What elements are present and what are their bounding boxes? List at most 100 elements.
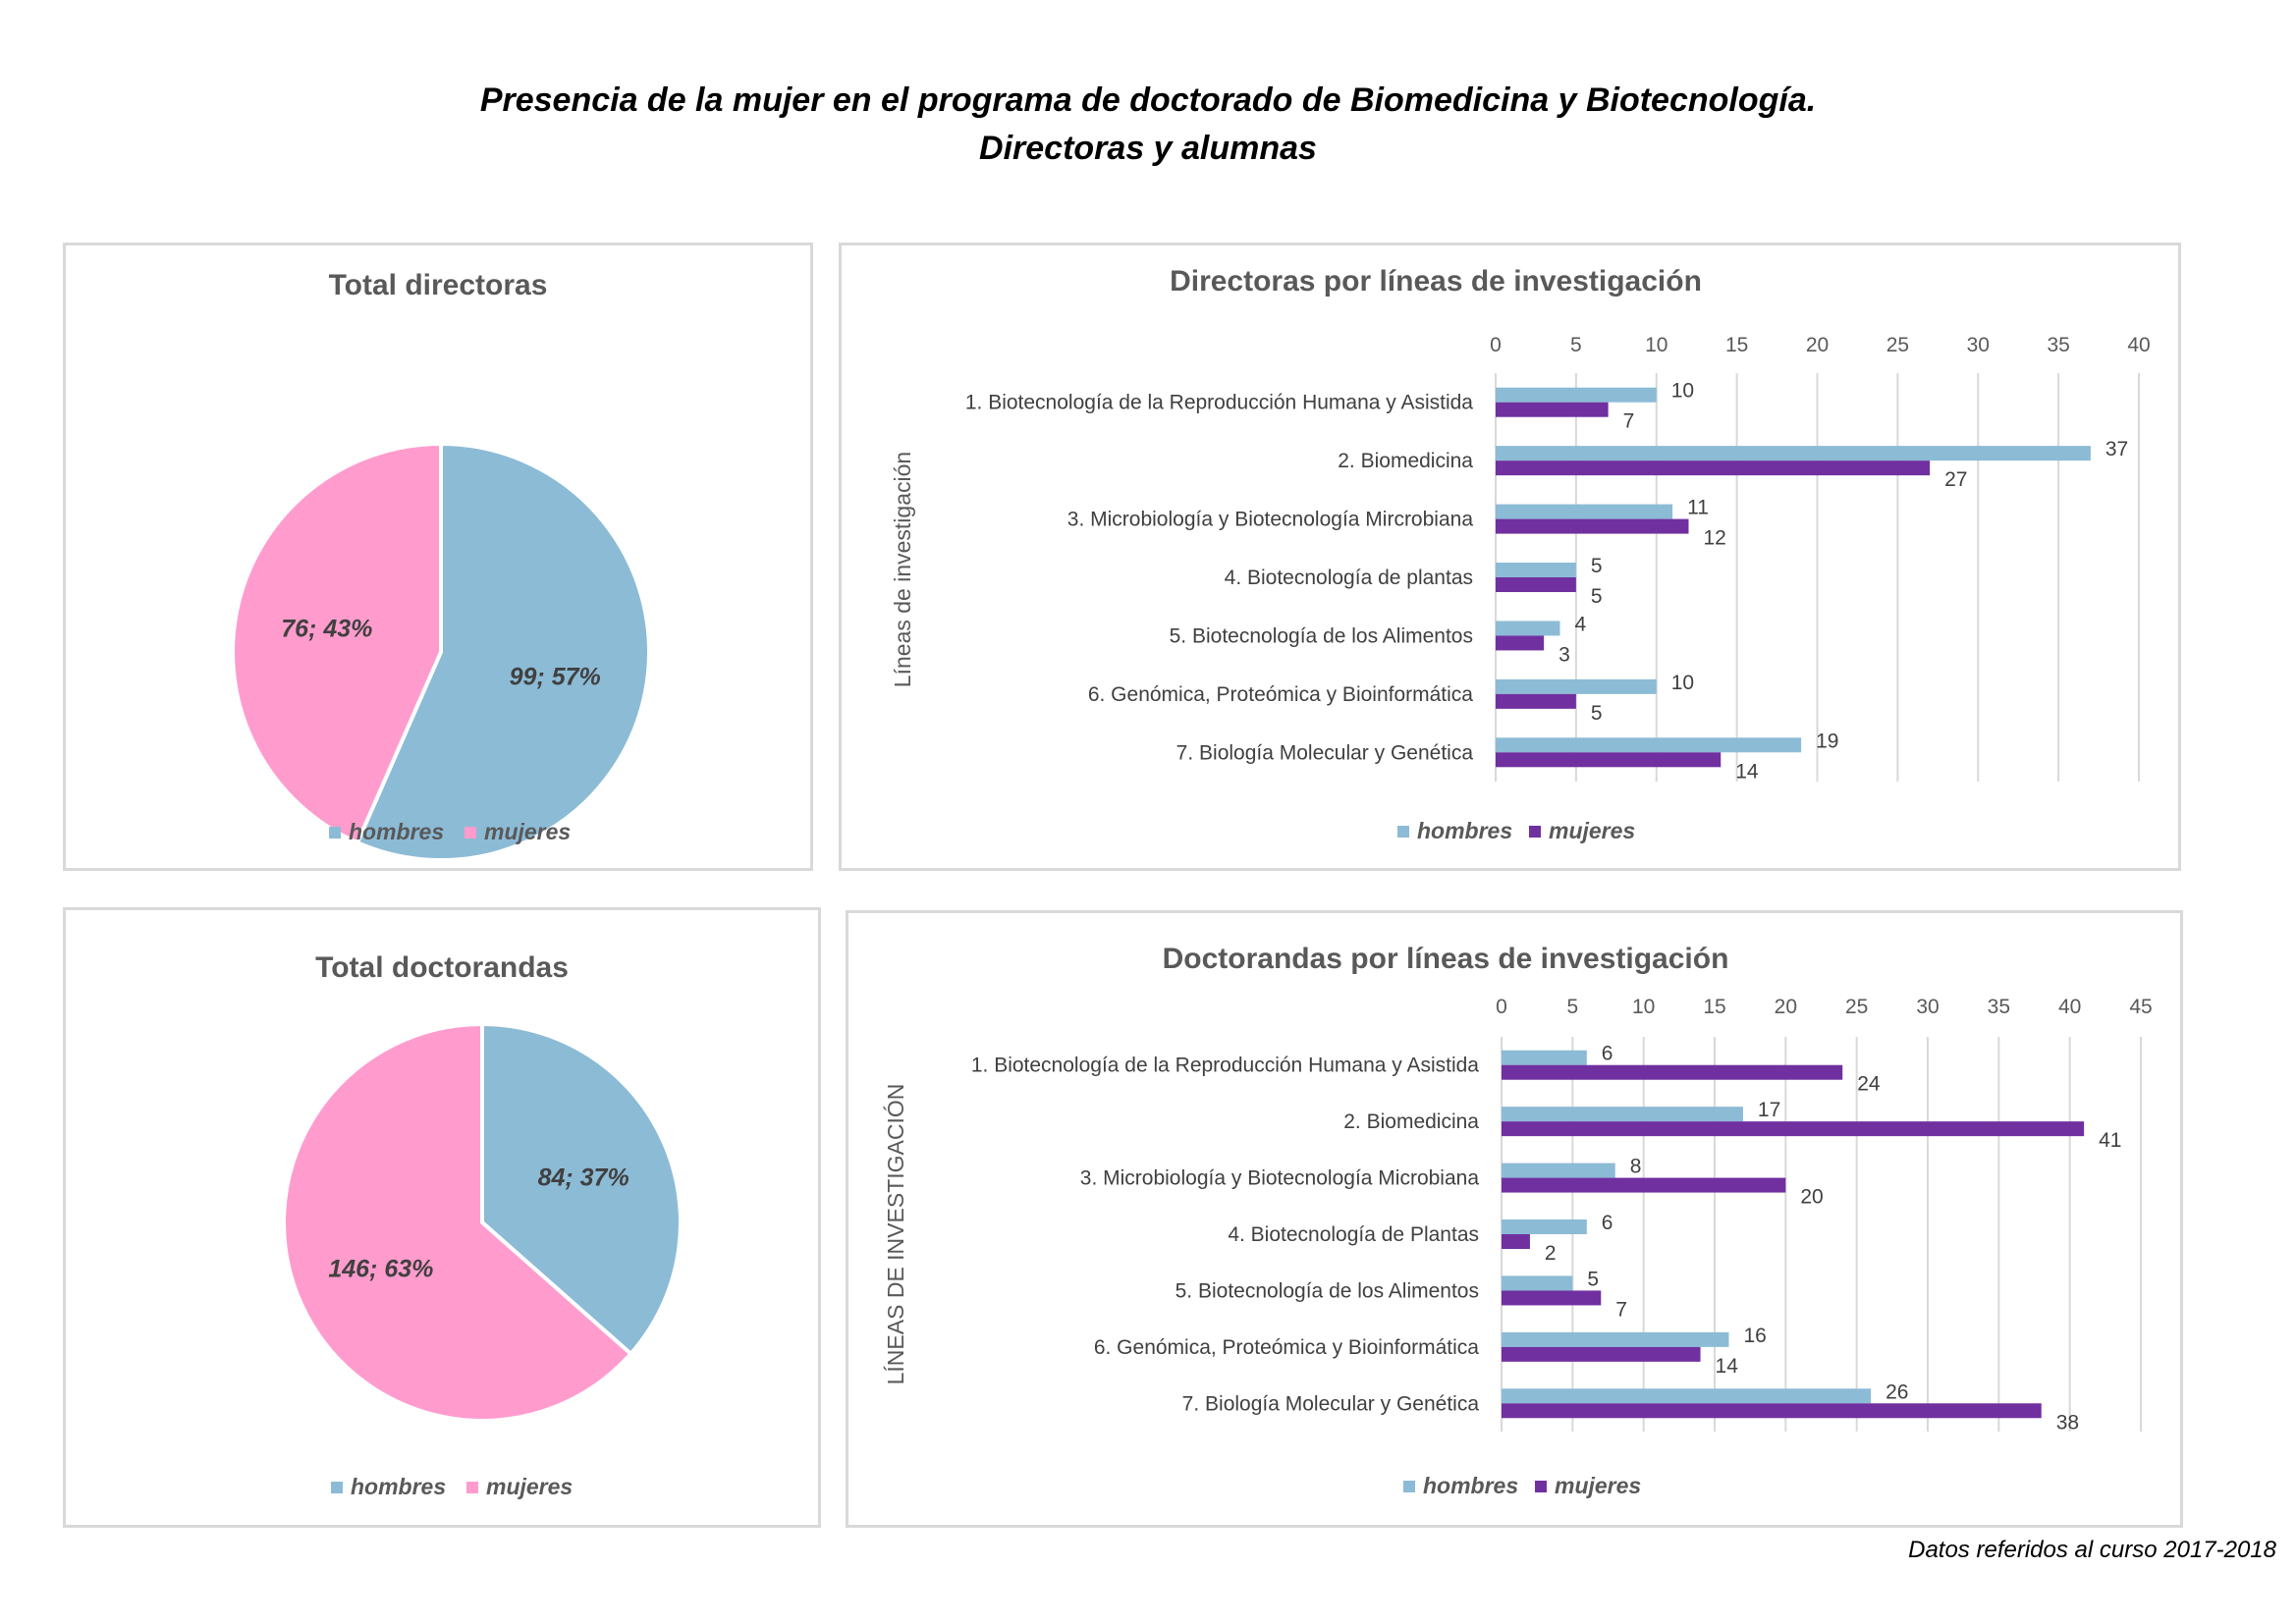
bar-data-label-hombres: 37 bbox=[2105, 438, 2128, 460]
bar-data-label-hombres: 17 bbox=[1758, 1099, 1780, 1121]
pie-data-label-hombres: 99; 57% bbox=[510, 663, 601, 690]
bar-mujeres bbox=[1496, 577, 1576, 592]
legend-label-mujeres: mujeres bbox=[484, 819, 571, 844]
chart-svg: Total doctorandas 84; 37% 146; 63% hombres m… bbox=[282, 951, 683, 1499]
category-label: 3. Microbiología y Biotecnología Mircrob… bbox=[1067, 509, 1474, 531]
bar-hombres bbox=[1502, 1275, 1573, 1291]
page-title-line2: Directoras y alumnas bbox=[979, 130, 1317, 167]
bar-data-label-mujeres: 3 bbox=[1558, 643, 1570, 666]
bar-mujeres bbox=[1502, 1346, 1701, 1362]
chart-title: Total directoras bbox=[329, 269, 548, 301]
category-label: 7. Biología Molecular y Genética bbox=[1182, 1392, 1480, 1415]
category-label: 3. Microbiología y Biotecnología Microbi… bbox=[1080, 1167, 1480, 1190]
bar-data-label-hombres: 4 bbox=[1575, 613, 1587, 635]
pie-data-label-mujeres: 146; 63% bbox=[328, 1255, 433, 1282]
bar-mujeres bbox=[1502, 1234, 1530, 1249]
category-label: 4. Biotecnología de plantas bbox=[1225, 567, 1473, 589]
pie-slice-hombres bbox=[355, 441, 651, 862]
bar-mujeres bbox=[1502, 1177, 1786, 1193]
bar-data-label-hombres: 5 bbox=[1591, 555, 1603, 577]
bar-hombres bbox=[1502, 1163, 1615, 1178]
bar-hombres bbox=[1502, 1219, 1587, 1234]
bar-mujeres bbox=[1496, 752, 1722, 768]
page-title-line1: Presencia de la mujer en el programa de … bbox=[479, 81, 1817, 119]
legend-label-hombres: hombres bbox=[1423, 1473, 1518, 1498]
bar-hombres bbox=[1502, 1388, 1872, 1404]
x-tick-label: 40 bbox=[2127, 334, 2150, 356]
x-tick-label: 25 bbox=[1886, 334, 1909, 356]
x-tick-label: 20 bbox=[1806, 334, 1829, 356]
pie-chart-directoras: Total directoras 99; 57% 76; 43% hombres muj… bbox=[63, 243, 813, 871]
category-label: 6. Genómica, Proteómica y Bioinformática bbox=[1088, 683, 1473, 706]
x-tick-label: 40 bbox=[2058, 996, 2081, 1018]
bar-data-label-mujeres: 7 bbox=[1615, 1298, 1627, 1321]
chart-svg: Directoras por líneas de investigación 0 5… bbox=[890, 265, 2151, 843]
legend-label-mujeres: mujeres bbox=[486, 1474, 573, 1499]
legend-swatch-hombres bbox=[329, 827, 341, 839]
pie-slice-mujeres bbox=[282, 1021, 634, 1423]
legend-swatch-hombres bbox=[331, 1482, 343, 1493]
bar-chart-directoras: Directoras por líneas de investigación 0 5… bbox=[839, 243, 2181, 871]
bar-data-label-mujeres: 12 bbox=[1704, 527, 1726, 550]
x-tick-label: 0 bbox=[1490, 334, 1502, 356]
x-tick-label: 25 bbox=[1845, 996, 1868, 1018]
category-label: 2. Biomedicina bbox=[1343, 1110, 1479, 1133]
x-tick-label: 15 bbox=[1703, 996, 1725, 1018]
bar-hombres bbox=[1496, 446, 2091, 461]
x-tick-label: 20 bbox=[1775, 996, 1797, 1018]
category-label: 7. Biología Molecular y Genética bbox=[1176, 741, 1474, 764]
legend-label-mujeres: mujeres bbox=[1555, 1473, 1641, 1498]
y-axis-label: LÍNEAS DE INVESTIGACIÓN bbox=[883, 1084, 908, 1385]
x-tick-label: 45 bbox=[2129, 996, 2152, 1018]
pie-data-label-hombres: 84; 37% bbox=[538, 1164, 629, 1192]
category-label: 1. Biotecnología de la Reproducción Huma… bbox=[965, 392, 1473, 414]
bar-hombres bbox=[1496, 737, 1802, 753]
x-tick-label: 5 bbox=[1566, 996, 1578, 1018]
pie-chart-doctorandas: Total doctorandas 84; 37% 146; 63% hombres m… bbox=[63, 907, 821, 1528]
bar-mujeres bbox=[1496, 518, 1689, 534]
x-tick-label: 30 bbox=[1916, 996, 1939, 1018]
chart-title: Total doctorandas bbox=[315, 951, 569, 984]
bar-data-label-hombres: 10 bbox=[1671, 672, 1694, 694]
category-label: 5. Biotecnología de los Alimentos bbox=[1175, 1279, 1479, 1302]
legend-label-mujeres: mujeres bbox=[1549, 818, 1635, 843]
bar-data-label-mujeres: 24 bbox=[1857, 1073, 1881, 1096]
bar-mujeres bbox=[1502, 1403, 2042, 1419]
bar-hombres bbox=[1502, 1050, 1587, 1065]
chart-title: Directoras por líneas de investigación bbox=[1170, 265, 1702, 298]
bar-data-label-hombres: 5 bbox=[1587, 1268, 1599, 1290]
chart-title: Doctorandas por líneas de investigación bbox=[1163, 943, 1729, 975]
bar-data-label-hombres: 16 bbox=[1743, 1325, 1766, 1347]
bar-mujeres bbox=[1502, 1121, 2085, 1137]
legend-swatch-mujeres bbox=[465, 827, 476, 839]
pie-slice-hombres bbox=[480, 1021, 683, 1357]
bar-data-label-hombres: 6 bbox=[1602, 1212, 1613, 1234]
bar-data-label-hombres: 11 bbox=[1687, 497, 1709, 519]
bar-hombres bbox=[1496, 621, 1560, 636]
legend-swatch-mujeres bbox=[1529, 826, 1541, 838]
category-label: 1. Biotecnología de la Reproducción Huma… bbox=[971, 1055, 1479, 1077]
bar-data-label-mujeres: 14 bbox=[1735, 760, 1759, 783]
bar-data-label-hombres: 8 bbox=[1630, 1156, 1642, 1178]
x-tick-label: 5 bbox=[1570, 334, 1582, 356]
category-label: 5. Biotecnología de los Alimentos bbox=[1170, 624, 1473, 647]
x-tick-label: 0 bbox=[1496, 996, 1507, 1018]
legend-swatch-hombres bbox=[1403, 1481, 1415, 1492]
bar-data-label-mujeres: 41 bbox=[2099, 1129, 2121, 1152]
pie-data-label-mujeres: 76; 43% bbox=[281, 616, 372, 643]
x-tick-label: 35 bbox=[2047, 334, 2069, 356]
category-label: 4. Biotecnología de Plantas bbox=[1228, 1223, 1479, 1246]
bar-chart-doctorandas: Doctorandas por líneas de investigación 0… bbox=[846, 910, 2183, 1528]
chart-svg: Doctorandas por líneas de investigación 0… bbox=[883, 943, 2153, 1498]
bar-hombres bbox=[1502, 1107, 1743, 1122]
bar-data-label-hombres: 26 bbox=[1886, 1380, 1908, 1403]
x-tick-label: 15 bbox=[1725, 334, 1748, 356]
bar-hombres bbox=[1496, 504, 1673, 519]
x-tick-label: 35 bbox=[1988, 996, 2010, 1018]
bar-data-label-mujeres: 27 bbox=[1944, 468, 1967, 491]
footnote: Datos referidos al curso 2017-2018 bbox=[1908, 1537, 2276, 1563]
legend-swatch-mujeres bbox=[1535, 1481, 1547, 1492]
legend-label-hombres: hombres bbox=[349, 819, 444, 844]
bar-hombres bbox=[1496, 563, 1576, 577]
legend-label-hombres: hombres bbox=[351, 1474, 446, 1499]
